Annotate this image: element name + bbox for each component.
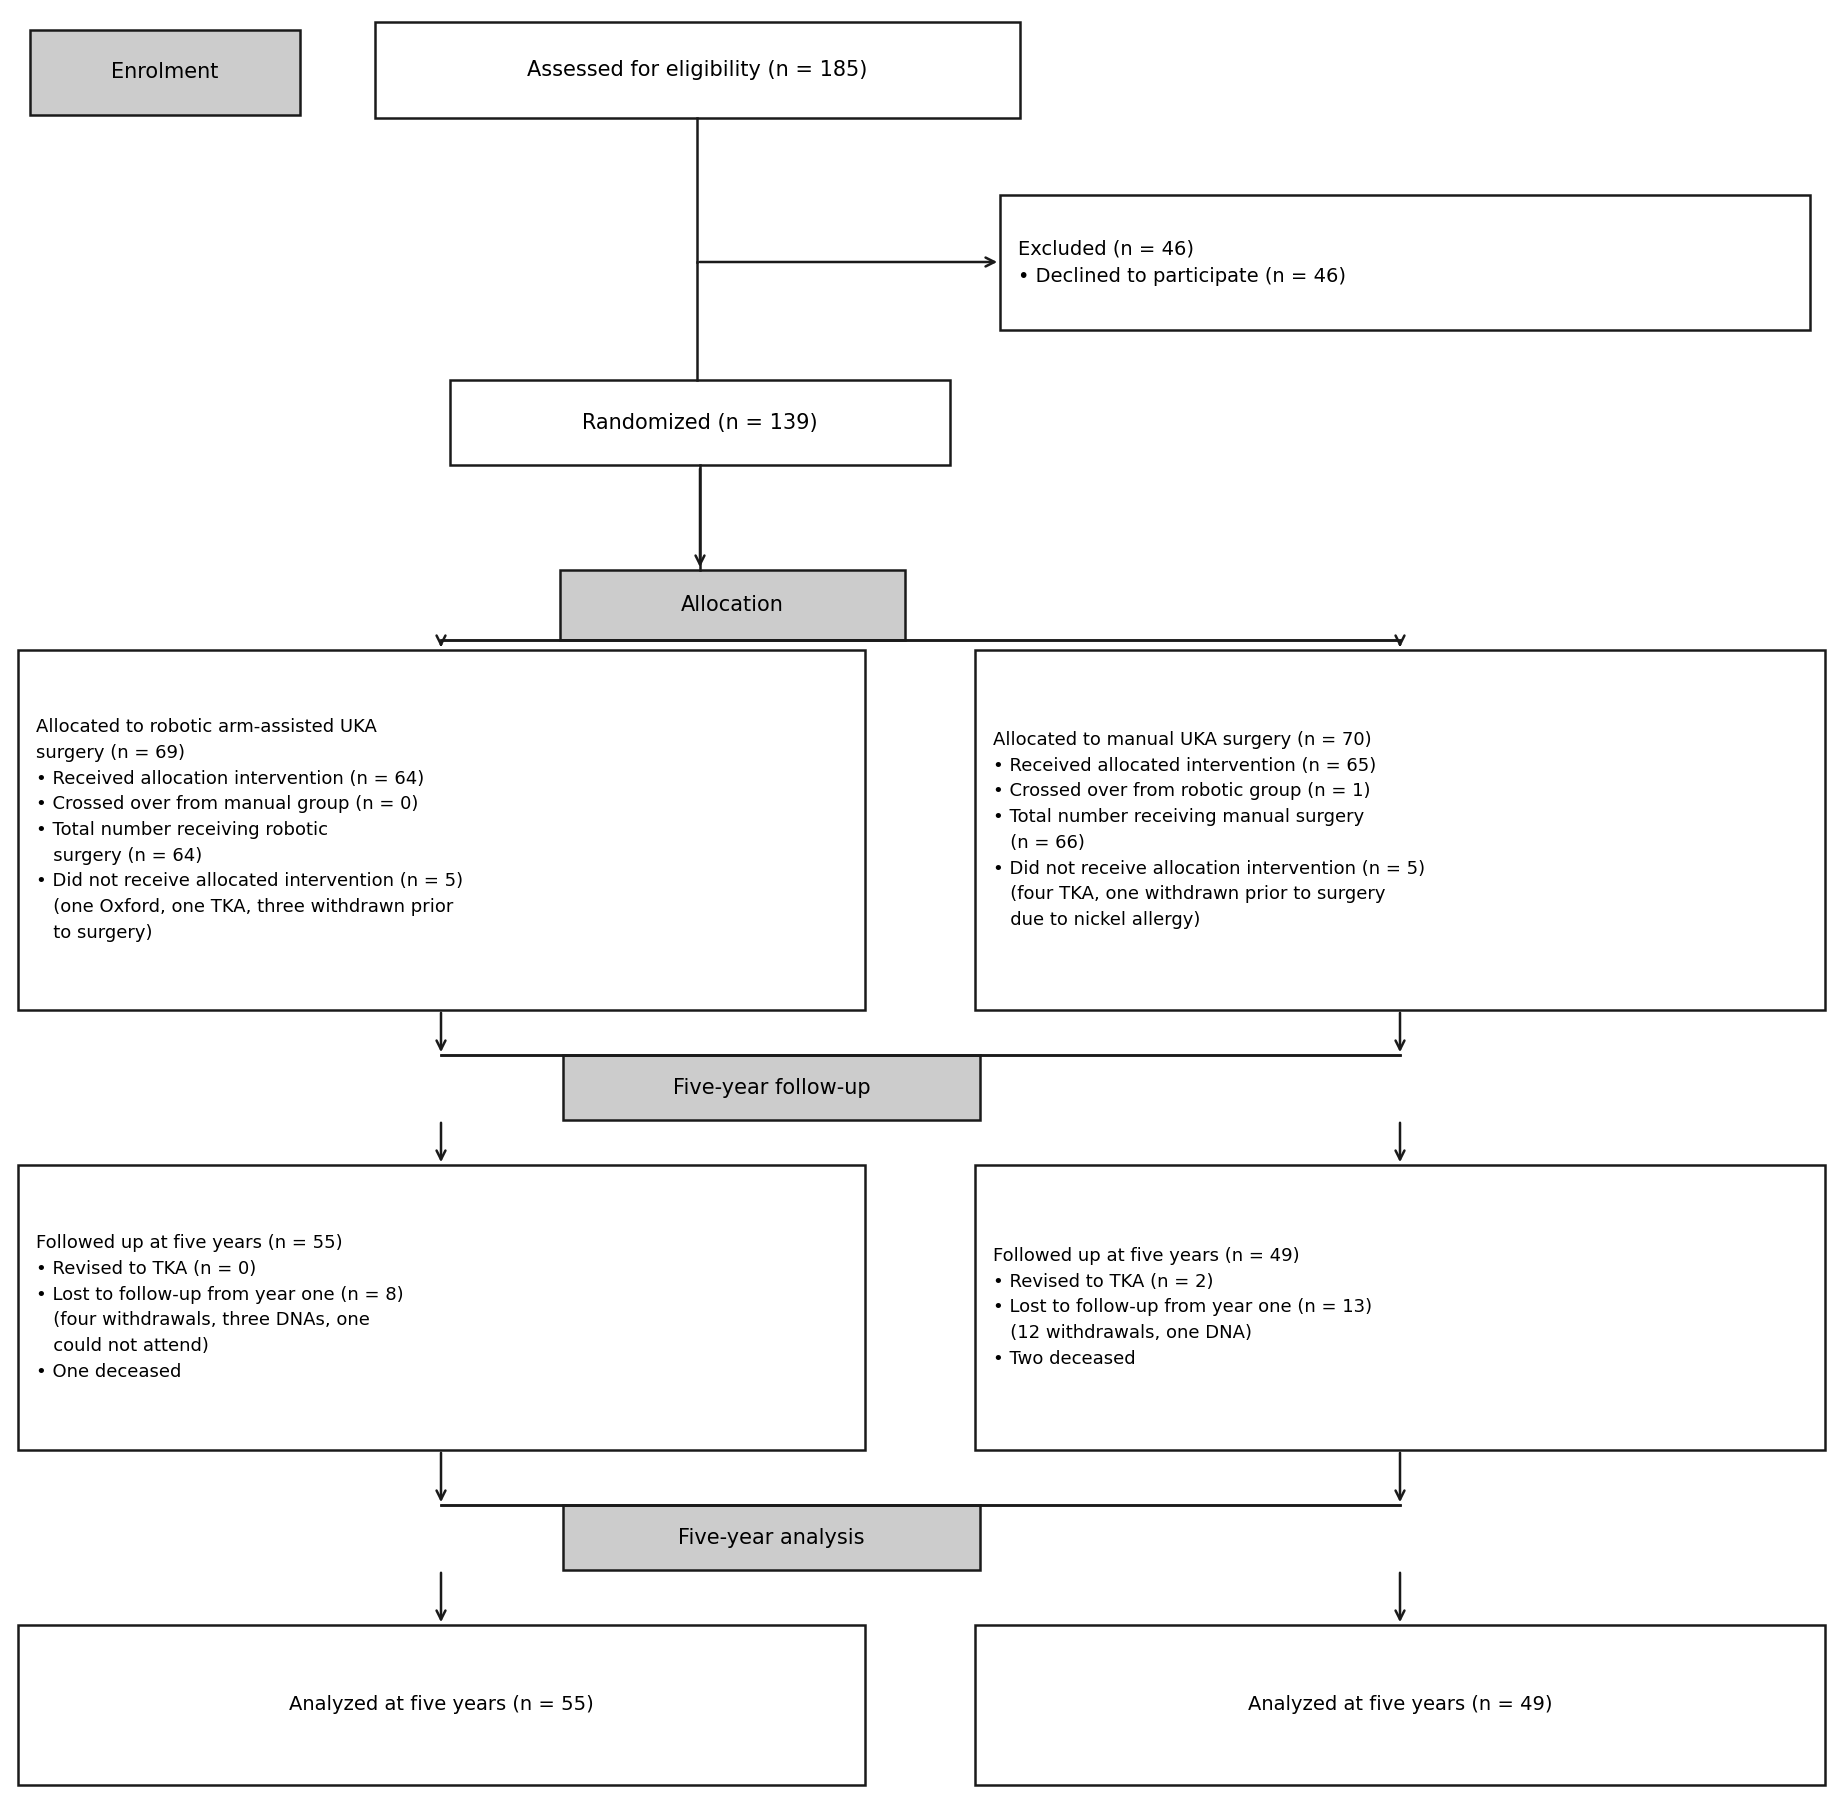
Bar <box>975 649 1825 1010</box>
Bar <box>18 1165 864 1450</box>
Text: Followed up at five years (n = 49)
• Revised to TKA (n = 2)
• Lost to follow-up : Followed up at five years (n = 49) • Rev… <box>993 1247 1373 1367</box>
Text: Randomized (n = 139): Randomized (n = 139) <box>582 413 818 433</box>
Bar <box>562 1055 980 1120</box>
Bar <box>374 22 1019 117</box>
Text: Analyzed at five years (n = 55): Analyzed at five years (n = 55) <box>289 1696 593 1714</box>
Bar <box>560 570 905 640</box>
Bar <box>18 1625 864 1784</box>
Text: Followed up at five years (n = 55)
• Revised to TKA (n = 0)
• Lost to follow-up : Followed up at five years (n = 55) • Rev… <box>37 1234 404 1380</box>
Bar <box>1001 195 1810 330</box>
Text: Five-year analysis: Five-year analysis <box>678 1528 864 1548</box>
Text: Enrolment: Enrolment <box>111 63 219 83</box>
Bar <box>450 381 949 465</box>
Bar <box>975 1165 1825 1450</box>
Bar <box>18 649 864 1010</box>
Bar <box>975 1625 1825 1784</box>
Text: Assessed for eligibility (n = 185): Assessed for eligibility (n = 185) <box>527 60 868 79</box>
Text: Five-year follow-up: Five-year follow-up <box>673 1077 870 1097</box>
Text: Allocated to manual UKA surgery (n = 70)
• Received allocated intervention (n = : Allocated to manual UKA surgery (n = 70)… <box>993 731 1425 929</box>
Bar <box>562 1505 980 1569</box>
Bar <box>29 31 300 115</box>
Text: Analyzed at five years (n = 49): Analyzed at five years (n = 49) <box>1248 1696 1552 1714</box>
Text: Excluded (n = 46)
• Declined to participate (n = 46): Excluded (n = 46) • Declined to particip… <box>1017 240 1345 285</box>
Text: Allocation: Allocation <box>682 595 783 615</box>
Text: Allocated to robotic arm-assisted UKA
surgery (n = 69)
• Received allocation int: Allocated to robotic arm-assisted UKA su… <box>37 718 463 942</box>
